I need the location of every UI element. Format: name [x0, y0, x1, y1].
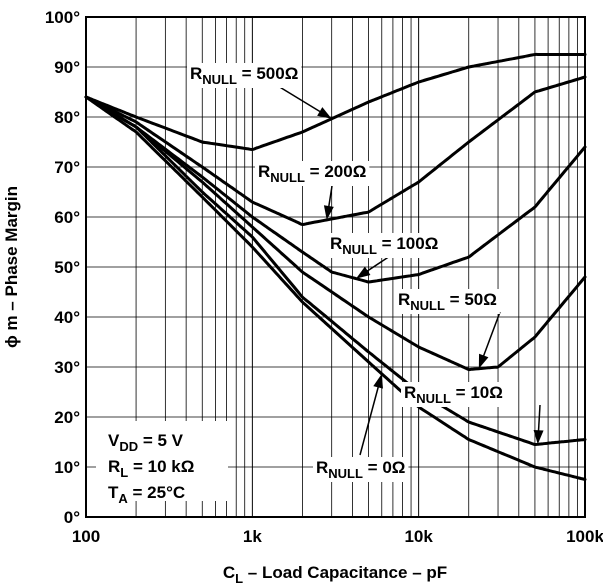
condition-rl: RL = 10 kΩ: [108, 457, 194, 480]
x-tick-label: 100: [72, 527, 100, 546]
x-tick-label: 1k: [243, 527, 262, 546]
series-label: RNULL = 50Ω: [398, 290, 497, 313]
annotation-arrow-line: [363, 255, 391, 274]
series-label: RNULL = 200Ω: [258, 162, 366, 185]
x-tick-labels: 100 1k 10k 100k: [72, 527, 603, 546]
y-tick-label: 0°: [64, 508, 80, 527]
condition-vdd: VDD = 5 V: [108, 431, 184, 454]
annotation-arrow-head: [356, 266, 371, 279]
series-label-background: [401, 382, 506, 407]
annotation-arrow-head: [317, 107, 332, 119]
series-annotations: RNULL = 500Ω RNULL = 200Ω RNULL = 100Ω RNUL…: [187, 63, 544, 482]
x-axis-label: CL – Load Capacitance – pF: [223, 563, 447, 586]
series-label: RNULL = 100Ω: [330, 234, 438, 257]
annotation-arrow-head: [478, 353, 489, 369]
y-tick-label: 80°: [54, 108, 80, 127]
test-conditions: VDD = 5 V RL = 10 kΩ TA = 25°C: [96, 421, 228, 506]
x-tick-label: 10k: [404, 527, 433, 546]
x-tick-label: 100k: [566, 527, 603, 546]
annotation-arrow-head: [533, 429, 544, 445]
annotation-arrow-head: [323, 205, 334, 220]
y-tick-label: 30°: [54, 358, 80, 377]
y-tick-label: 90°: [54, 58, 80, 77]
series-line-4: [84, 95, 587, 447]
series-label-background: [327, 233, 442, 258]
condition-ta: TA = 25°C: [108, 483, 185, 506]
y-tick-label: 100°: [45, 8, 80, 27]
y-axis-label: ϕ m – Phase Margin: [2, 186, 21, 348]
y-tick-label: 40°: [54, 308, 80, 327]
annotation-arrow-head: [373, 373, 383, 389]
series-label: RNULL = 0Ω: [316, 458, 405, 481]
series-line-1: [84, 75, 587, 227]
y-tick-label: 60°: [54, 208, 80, 227]
annotation-arrow-line: [359, 383, 380, 456]
series-lines: [84, 52, 587, 481]
series-line-0: [84, 52, 587, 152]
y-tick-label: 10°: [54, 458, 80, 477]
series-label: RNULL = 10Ω: [404, 383, 503, 406]
series-label-background: [313, 457, 409, 482]
annotation-arrow-line: [327, 185, 333, 211]
y-tick-labels: 0° 10° 20° 30° 40° 50° 60° 70° 80° 90° 100°: [45, 8, 80, 527]
annotation-arrow-line: [481, 311, 501, 360]
annotation-arrow-line: [537, 404, 541, 435]
series-line-2: [84, 95, 587, 284]
series-label-background: [395, 289, 500, 314]
series-line-5: [84, 95, 587, 481]
plot-frame: [85, 16, 586, 518]
y-tick-label: 50°: [54, 258, 80, 277]
y-tick-label: 70°: [54, 158, 80, 177]
series-label-background: [255, 161, 370, 186]
series-label-background: [187, 63, 302, 88]
series-line-3: [84, 95, 587, 372]
series-label: RNULL = 500Ω: [190, 64, 298, 87]
y-tick-label: 20°: [54, 408, 80, 427]
